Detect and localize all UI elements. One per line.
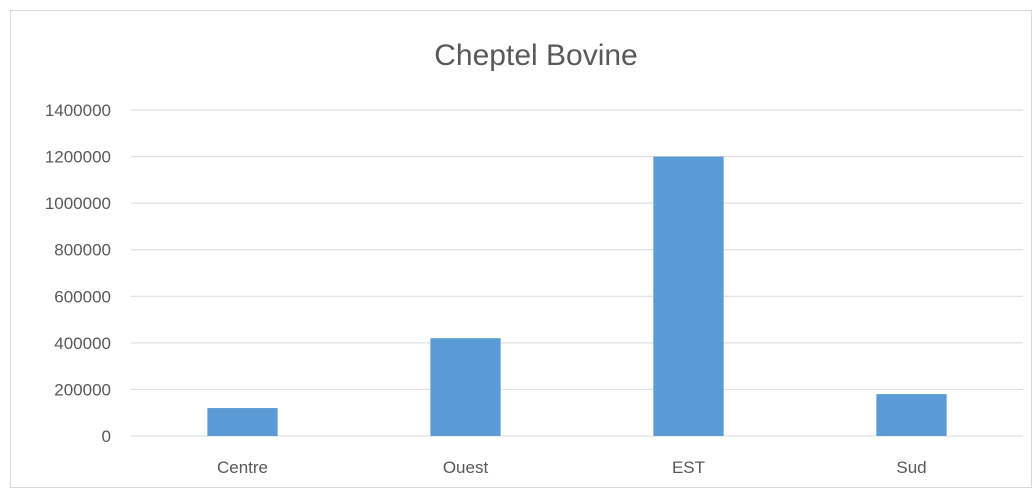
y-axis-tick-labels: 0 200000 400000 600000 800000 1000000 1200000 1… bbox=[45, 101, 111, 446]
bar-chart: Cheptel Bovine 0 200000 400000 600000 800000… bbox=[45, 39, 1023, 477]
x-axis-tick-labels: Centre Ouest EST Sud bbox=[217, 458, 927, 477]
gridlines bbox=[131, 109, 1023, 437]
x-tick-label: Ouest bbox=[443, 458, 489, 477]
bars bbox=[207, 156, 947, 437]
y-tick-label: 400000 bbox=[54, 334, 111, 353]
y-tick-label: 1200000 bbox=[45, 148, 111, 167]
y-tick-label: 1400000 bbox=[45, 101, 111, 120]
chart-title: Cheptel Bovine bbox=[434, 39, 637, 72]
x-tick-label: EST bbox=[672, 458, 705, 477]
y-tick-label: 0 bbox=[102, 427, 111, 446]
bar-ouest bbox=[430, 338, 501, 436]
y-tick-label: 1000000 bbox=[45, 194, 111, 213]
y-tick-label: 200000 bbox=[54, 380, 111, 399]
bar-sud bbox=[876, 394, 947, 436]
bar-est bbox=[653, 156, 724, 437]
x-tick-label: Centre bbox=[217, 458, 268, 477]
y-tick-label: 800000 bbox=[54, 241, 111, 260]
x-tick-label: Sud bbox=[896, 458, 926, 477]
y-tick-label: 600000 bbox=[54, 287, 111, 306]
chart-frame: Cheptel Bovine 0 200000 400000 600000 800000… bbox=[10, 10, 1032, 488]
bar-centre bbox=[207, 408, 278, 436]
